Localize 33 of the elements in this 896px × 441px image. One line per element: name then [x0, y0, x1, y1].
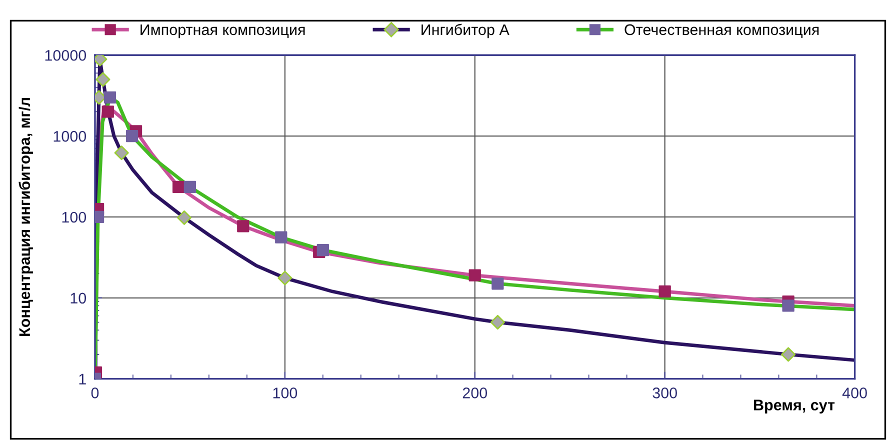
- point: [278, 270, 292, 286]
- point: [782, 300, 794, 312]
- point: [126, 130, 138, 142]
- y-tick-label: 10000: [45, 50, 86, 61]
- point: [275, 231, 288, 244]
- legend-label: Импортная композиция: [140, 24, 305, 38]
- legend-label: Отечественная композиция: [624, 24, 819, 38]
- x-tick-label: 400: [842, 388, 867, 398]
- point: [490, 314, 505, 330]
- point: [102, 106, 114, 118]
- point: [184, 180, 196, 194]
- point: [468, 269, 481, 282]
- point: [114, 146, 129, 160]
- point: [316, 244, 329, 256]
- point: [172, 180, 185, 194]
- point: [104, 91, 116, 104]
- x-tick-label: 0: [91, 388, 99, 398]
- y-tick-label: 1: [79, 374, 86, 384]
- y-tick-label: 10: [70, 292, 86, 304]
- x-axis-title: Время, сут: [754, 400, 835, 414]
- point: [176, 210, 192, 225]
- x-tick-label: 200: [462, 388, 488, 398]
- y-tick-label: 100: [62, 212, 86, 223]
- x-tick-label: 300: [652, 388, 677, 398]
- point: [237, 220, 250, 232]
- y-axis-title: Концентрация ингибитора, мг/л: [18, 98, 34, 336]
- y-tick-label: 1000: [54, 130, 86, 142]
- point: [96, 72, 110, 87]
- point: [658, 285, 671, 298]
- point: [781, 347, 796, 362]
- point: [492, 278, 504, 290]
- x-tick-label: 100: [273, 388, 298, 398]
- legend-label: Ингибитор А: [422, 24, 510, 38]
